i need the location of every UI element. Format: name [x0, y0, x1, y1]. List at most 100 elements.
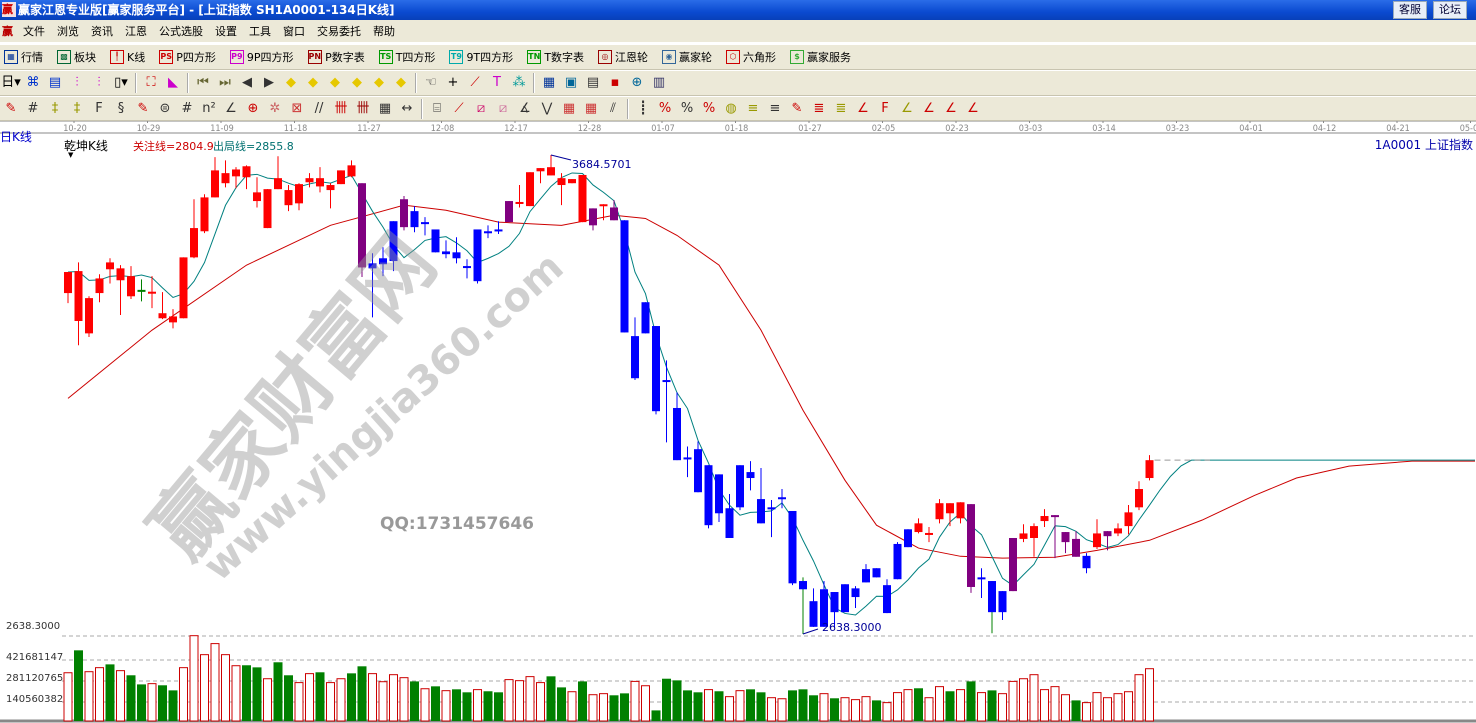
- ruler-icon[interactable]: ┋: [639, 100, 647, 116]
- right-icon[interactable]: ▶: [264, 75, 274, 90]
- grid-red2-icon[interactable]: ▦: [584, 100, 598, 116]
- hash-icon[interactable]: #: [27, 100, 39, 116]
- toolbar-item-kline[interactable]: ╿ K线: [106, 49, 145, 65]
- toolbar-item-blocks[interactable]: ▩ 板块: [53, 49, 96, 65]
- menu-browse[interactable]: 浏览: [57, 25, 79, 38]
- parallel-icon[interactable]: ⫽: [610, 100, 616, 116]
- customer-service-button[interactable]: 客服: [1393, 1, 1427, 19]
- percent-red-icon[interactable]: %: [658, 100, 672, 116]
- table-icon[interactable]: ▦: [378, 100, 392, 116]
- calculator-icon[interactable]: ▣: [564, 75, 578, 90]
- target-icon[interactable]: ⊕: [247, 100, 259, 116]
- square-fan2-icon[interactable]: ⧄: [498, 100, 508, 116]
- kline-chart[interactable]: 10-20 10-29 11-09 11-18 11-27 12-08 12-17 12-28…: [0, 121, 1476, 723]
- diamond-right-icon[interactable]: ◆: [308, 75, 318, 90]
- menu-formula[interactable]: 公式选股: [159, 25, 203, 38]
- indicator-dropdown-icon[interactable]: ▼: [68, 151, 74, 159]
- fan-icon[interactable]: ⟋: [454, 100, 464, 116]
- gold-lines-icon[interactable]: ≡: [747, 100, 759, 116]
- toolbar-item-dollar[interactable]: $ 赢家服务: [786, 49, 851, 65]
- angle-icon[interactable]: ∠: [225, 100, 237, 116]
- bars9-icon[interactable]: ⫶: [97, 75, 101, 90]
- grid-red-icon[interactable]: ▦: [562, 100, 576, 116]
- toolbar-item-p9[interactable]: P9 9P四方形: [226, 49, 294, 65]
- diamond-zoom-out-icon[interactable]: ◆: [352, 75, 362, 90]
- menu-window[interactable]: 窗口: [283, 25, 305, 38]
- pattern-icon[interactable]: ⛶: [146, 75, 156, 90]
- forum-button[interactable]: 论坛: [1433, 1, 1467, 19]
- diamond-left-icon[interactable]: ◆: [286, 75, 296, 90]
- toolbar-item-ts[interactable]: TS T四方形: [375, 49, 435, 65]
- gold-levels-icon[interactable]: ≣: [835, 100, 847, 116]
- box-levels-icon[interactable]: ∠: [945, 100, 957, 116]
- star-icon[interactable]: ✲: [269, 100, 281, 116]
- diamond-zoom-in-icon[interactable]: ◆: [330, 75, 340, 90]
- toolbar-item-hexagon[interactable]: ⬡ 六角形: [722, 49, 776, 65]
- gann-grid-icon[interactable]: 卌: [334, 100, 348, 116]
- hash2-icon[interactable]: #: [181, 100, 193, 116]
- pen-icon[interactable]: ✎: [5, 100, 17, 116]
- red-levels-icon[interactable]: ≣: [813, 100, 825, 116]
- wave-icon[interactable]: ⋁: [541, 100, 553, 116]
- bars3-icon[interactable]: ⫶: [75, 75, 79, 90]
- menu-info[interactable]: 资讯: [91, 25, 113, 38]
- chart-canvas[interactable]: 10-20 10-29 11-09 11-18 11-27 12-08 12-17 12-28…: [0, 121, 1476, 723]
- toolbar-item-pn[interactable]: PN P数字表: [304, 49, 365, 65]
- print-icon[interactable]: ▥: [652, 75, 666, 90]
- pen3-icon[interactable]: ✎: [791, 100, 803, 116]
- diamond-expand-icon[interactable]: ◆: [374, 75, 384, 90]
- menu-file[interactable]: 文件: [23, 25, 45, 38]
- line-icon[interactable]: ⟋: [470, 75, 480, 90]
- crosshair-icon[interactable]: +: [447, 75, 459, 90]
- period-dropdown-icon[interactable]: 日▾: [1, 75, 21, 90]
- square-fan-icon[interactable]: ⧄: [476, 100, 486, 116]
- percent-icon[interactable]: %: [680, 100, 694, 116]
- angle-red-icon[interactable]: ∠: [967, 100, 979, 116]
- n2-icon[interactable]: n²: [202, 100, 216, 116]
- range-icon[interactable]: ↔: [401, 100, 413, 116]
- left-icon[interactable]: ◀: [242, 75, 252, 90]
- percent-lines-icon[interactable]: %: [702, 100, 716, 116]
- color-flag-icon[interactable]: ◣: [168, 75, 178, 90]
- network-icon[interactable]: ⊕: [631, 75, 643, 90]
- tp-icon[interactable]: T: [493, 75, 501, 90]
- pen2-icon[interactable]: ✎: [137, 100, 149, 116]
- last-icon[interactable]: ⏭: [219, 75, 231, 90]
- speed-icon[interactable]: ∠: [923, 100, 935, 116]
- menu-gann[interactable]: 江恩: [125, 25, 147, 38]
- first-icon[interactable]: ⏮: [197, 75, 209, 90]
- toolbar-item-big-wheel[interactable]: ◉ 赢家轮: [658, 49, 712, 65]
- gold-circle-icon[interactable]: ◍: [725, 100, 737, 116]
- indicator-name[interactable]: 乾坤K线: [64, 139, 108, 153]
- f-levels-icon[interactable]: F: [881, 100, 889, 116]
- gold-cross-icon[interactable]: ‡: [51, 100, 59, 116]
- toolbar-item-tn[interactable]: TN T数字表: [523, 49, 584, 65]
- toolbar-item-ps[interactable]: PS P四方形: [155, 49, 216, 65]
- square9-icon[interactable]: ⁂: [512, 75, 526, 90]
- spiral-icon[interactable]: §: [117, 100, 125, 116]
- cursor-dropdown-icon[interactable]: ▯▾: [114, 75, 128, 90]
- frame-icon[interactable]: ⌸: [433, 100, 441, 116]
- toolbar-item-t9[interactable]: T9 9T四方形: [445, 49, 513, 65]
- levels-icon[interactable]: ≡: [769, 100, 781, 116]
- lines-icon[interactable]: //: [314, 100, 324, 116]
- toolbar-item-gann-wheel[interactable]: ◎ 江恩轮: [594, 49, 648, 65]
- hand-icon[interactable]: ☜: [425, 75, 437, 90]
- app-menu-logo-icon[interactable]: 赢: [2, 25, 13, 38]
- zoom-icon[interactable]: ⌘: [26, 75, 40, 90]
- diamond-up-down-icon[interactable]: ◆: [396, 75, 406, 90]
- f-line-icon[interactable]: F: [95, 100, 103, 116]
- gold-cross2-icon[interactable]: ‡: [73, 100, 81, 116]
- calendar-icon[interactable]: ▦: [542, 75, 556, 90]
- menu-trade[interactable]: 交易委托: [317, 25, 361, 38]
- save-icon[interactable]: ▪: [610, 75, 620, 90]
- gann-grid2-icon[interactable]: 卌: [356, 100, 370, 116]
- menu-tools[interactable]: 工具: [249, 25, 271, 38]
- angle2-icon[interactable]: ∡: [519, 100, 531, 116]
- gold-angle-icon[interactable]: ∠: [901, 100, 913, 116]
- document-icon[interactable]: ▤: [586, 75, 600, 90]
- box-icon[interactable]: ⊠: [291, 100, 303, 116]
- circle-grid-icon[interactable]: ⊜: [159, 100, 171, 116]
- note-icon[interactable]: ▤: [48, 75, 62, 90]
- angle-levels-icon[interactable]: ∠: [857, 100, 869, 116]
